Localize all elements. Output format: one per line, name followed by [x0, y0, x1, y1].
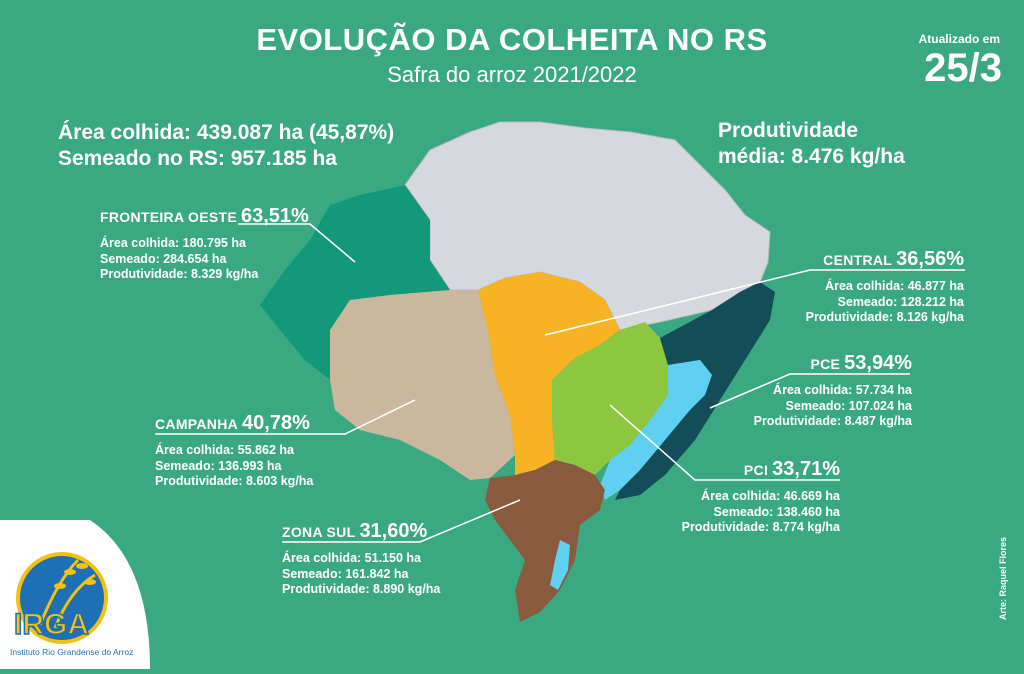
region-name: FRONTEIRA OESTE — [100, 209, 237, 225]
region-sown: Semeado: 136.993 ha — [155, 458, 282, 473]
region-area: Área colhida: 180.795 ha — [100, 236, 246, 250]
region-card-fronteira-oeste: FRONTEIRA OESTE 63,51% Área colhida: 180.… — [100, 205, 309, 283]
region-card-pci: PCI 33,71% Área colhida: 46.669 ha Semead… — [682, 458, 840, 536]
region-name: ZONA SUL — [282, 524, 356, 540]
pointer-zona-sul — [282, 499, 521, 543]
lagoa-mirim — [550, 540, 570, 590]
page-subtitle: Safra do arroz 2021/2022 — [387, 62, 637, 87]
region-productivity: Produtividade: 8.603 kg/ha — [155, 474, 314, 488]
pointer-central — [544, 269, 965, 336]
page-title: EVOLUÇÃO DA COLHEITA NO RS — [256, 22, 768, 57]
region-pce[interactable] — [552, 322, 668, 475]
pointer-pce — [709, 373, 910, 409]
region-name: PCI — [743, 462, 769, 478]
total-sown: Semeado no RS: 957.185 ha — [58, 147, 337, 170]
region-card-pce: PCE 53,94% Área colhida: 57.734 ha Semead… — [754, 352, 912, 430]
region-pct: 40,78% — [242, 412, 310, 434]
logo-graphic — [0, 520, 150, 669]
region-sown: Semeado: 128.212 ha — [837, 294, 964, 309]
region-card-zona-sul: ZONA SUL 31,60% Área colhida: 51.150 ha S… — [282, 520, 440, 598]
region-sown: Semeado: 161.842 ha — [282, 566, 409, 581]
region-campanha[interactable] — [330, 290, 515, 480]
region-productivity: Produtividade: 8.487 kg/ha — [753, 414, 912, 428]
region-name: CAMPANHA — [155, 416, 239, 432]
region-pct: 33,71% — [772, 458, 840, 480]
logo-subtitle: Instituto Rio Grandense do Arroz — [10, 647, 134, 657]
totals-left: Área colhida: 439.087 ha (45,87%) Semead… — [58, 120, 394, 172]
art-credit: Arte: Raquel Flores — [998, 536, 1008, 620]
updated-date: 25/3 — [924, 46, 1002, 90]
region-sown: Semeado: 107.024 ha — [785, 398, 912, 413]
totals-right: Produtividade média: 8.476 kg/ha — [718, 118, 905, 170]
region-area: Área colhida: 46.669 ha — [701, 489, 840, 503]
logo-name: IRGA — [13, 607, 90, 642]
region-area: Área colhida: 57.734 ha — [773, 383, 912, 397]
region-area: Área colhida: 51.150 ha — [282, 551, 421, 565]
region-pci[interactable] — [600, 360, 712, 500]
pointer-fronteira-oeste — [238, 223, 356, 263]
total-productivity-label: Produtividade — [718, 119, 859, 142]
region-area: Área colhida: 55.862 ha — [155, 443, 294, 457]
total-area: Área colhida: 439.087 ha (45,87%) — [58, 121, 395, 144]
region-sown: Semeado: 138.460 ha — [713, 504, 840, 519]
region-pct: 53,94% — [844, 352, 912, 374]
region-pct: 63,51% — [241, 205, 309, 227]
region-zona-sul[interactable] — [485, 460, 605, 622]
region-card-central: CENTRAL 36,56% Área colhida: 46.877 ha Se… — [806, 248, 964, 326]
region-pct: 36,56% — [896, 248, 964, 270]
region-sown: Semeado: 284.654 ha — [100, 251, 227, 266]
region-card-campanha: CAMPANHA 40,78% Área colhida: 55.862 ha S… — [155, 412, 313, 490]
region-central[interactable] — [478, 272, 620, 475]
region-productivity: Produtividade: 8.329 kg/ha — [100, 267, 259, 281]
pointer-campanha — [155, 399, 416, 435]
region-fronteira-oeste[interactable] — [260, 185, 450, 380]
region-name: PCE — [810, 356, 841, 372]
updated-label: Atualizado em — [918, 32, 1000, 46]
irga-logo: IRGA Instituto Rio Grandense do Arroz — [0, 520, 150, 669]
region-name: CENTRAL — [823, 252, 893, 268]
region-productivity: Produtividade: 8.890 kg/ha — [282, 582, 441, 596]
region-pct: 31,60% — [359, 520, 428, 542]
pointer-pci — [609, 404, 840, 481]
total-productivity-value: média: 8.476 kg/ha — [718, 145, 905, 168]
region-area: Área colhida: 46.877 ha — [825, 279, 964, 293]
region-productivity: Produtividade: 8.126 kg/ha — [805, 310, 964, 324]
region-productivity: Produtividade: 8.774 kg/ha — [681, 520, 840, 534]
